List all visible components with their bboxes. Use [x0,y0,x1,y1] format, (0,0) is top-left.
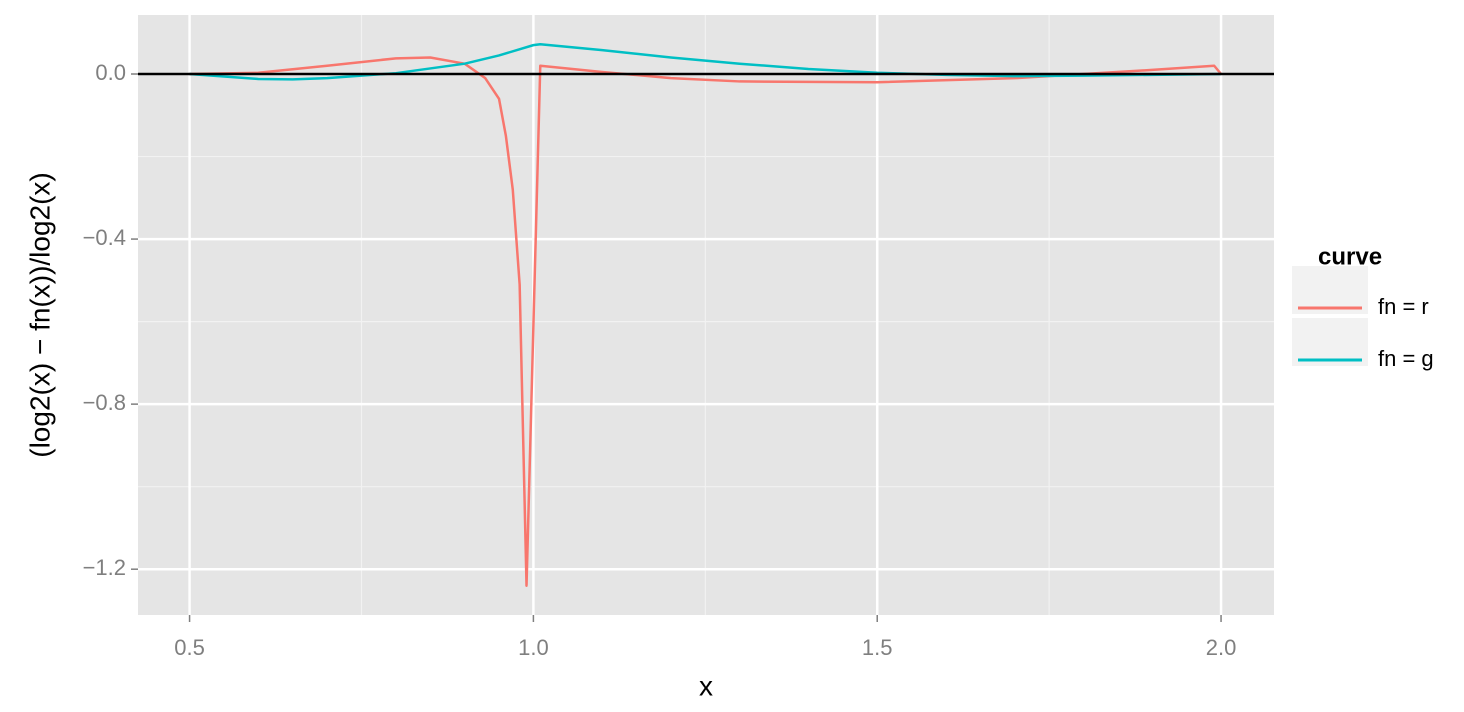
y-tick-label: −0.8 [83,390,126,415]
y-axis-title: (log2(x) − fn(x))/log2(x) [24,172,55,458]
y-tick-label: 0.0 [95,60,126,85]
legend-key [1292,266,1368,314]
x-tick-label: 2.0 [1206,635,1237,660]
legend-label: fn = r [1378,294,1429,319]
x-axis-title: x [699,670,713,701]
x-tick-label: 1.5 [862,635,893,660]
x-tick-label: 1.0 [518,635,549,660]
y-tick-label: −1.2 [83,555,126,580]
legend-label: fn = g [1378,346,1434,371]
y-tick-label: −0.4 [83,225,126,250]
x-tick-label: 0.5 [174,635,205,660]
legend-title: curve [1318,243,1382,270]
plot-background [138,15,1274,615]
series-line [189,43,1222,81]
legend-key [1292,318,1368,366]
